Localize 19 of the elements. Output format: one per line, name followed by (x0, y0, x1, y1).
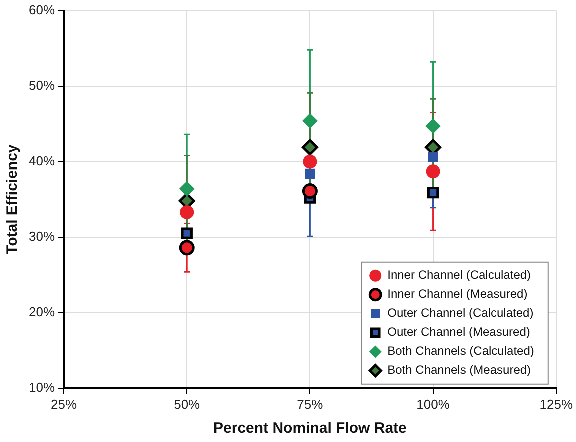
y-axis-title: Total Efficiency (4, 144, 22, 254)
x-tick-label: 100% (416, 396, 450, 412)
legend-label: Both Channels (Measured) (388, 363, 532, 378)
y-tick-label: 10% (28, 380, 56, 395)
y-tick-label: 50% (28, 78, 56, 93)
y-tick-label: 40% (28, 153, 56, 168)
y-tick-label: 60% (28, 2, 56, 18)
x-axis-title: Percent Nominal Flow Rate (214, 420, 407, 438)
legend-label: Outer Channel (Measured) (388, 325, 530, 340)
legend-label: Inner Channel (Calculated) (388, 268, 532, 282)
legend-label: Both Channels (Calculated) (388, 344, 534, 358)
x-tick-label: 25% (51, 396, 78, 412)
legend-label: Outer Channel (Calculated) (388, 306, 534, 320)
legend-label: Inner Channel (Measured) (388, 287, 528, 302)
y-tick-label: 20% (28, 304, 56, 320)
x-tick-label: 75% (297, 396, 324, 412)
x-tick-label: 50% (174, 396, 201, 412)
x-tick-label: 125% (540, 396, 574, 412)
y-tick-label: 30% (28, 228, 56, 244)
